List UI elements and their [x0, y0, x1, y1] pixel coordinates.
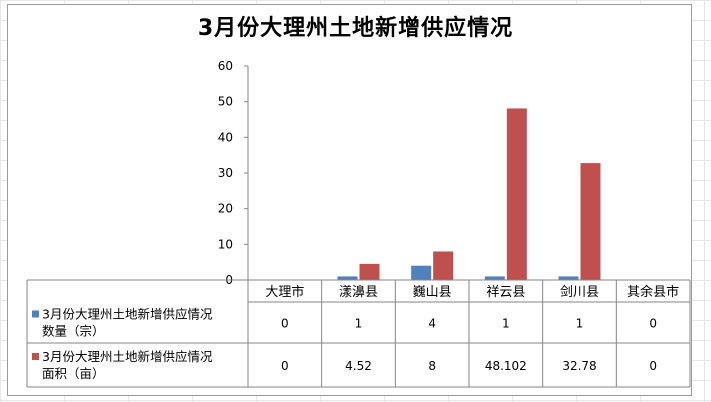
table-value: 32.78 — [562, 359, 596, 373]
legend-key — [32, 353, 39, 360]
y-tick-label: 50 — [218, 95, 233, 109]
table-value: 1 — [355, 317, 363, 331]
table-value: 0 — [281, 317, 289, 331]
category-label: 漾濞县 — [339, 285, 378, 300]
legend-label-line2: 数量（宗） — [42, 324, 105, 339]
chart-area[interactable] — [7, 4, 692, 396]
table-value: 0 — [281, 359, 289, 373]
chart-title: 3月份大理州土地新增供应情况 — [197, 16, 514, 41]
table-value: 0 — [649, 317, 657, 331]
bar-area — [433, 251, 454, 280]
category-label: 剑川县 — [560, 284, 599, 300]
table-value: 1 — [502, 317, 510, 331]
legend-key — [32, 310, 39, 318]
legend-label-line2: 面积（亩） — [42, 366, 105, 381]
table-value: 0 — [649, 359, 657, 373]
y-tick-label: 10 — [218, 237, 233, 251]
legend-label-line1: 3月份大理州土地新增供应情况 — [42, 349, 213, 364]
y-tick-label: 40 — [218, 130, 233, 144]
table-value: 48.102 — [485, 359, 527, 373]
legend-label-line1: 3月份大理州土地新增供应情况 — [42, 307, 213, 322]
bar-count — [411, 265, 432, 280]
category-label: 其余县市 — [627, 284, 679, 300]
table-value: 4 — [428, 317, 436, 331]
table-value: 8 — [428, 359, 436, 373]
table-value: 4.52 — [345, 359, 372, 373]
y-tick-label: 30 — [218, 166, 233, 180]
bar-count — [337, 276, 358, 280]
y-tick-label: 20 — [218, 202, 233, 216]
bar-area — [506, 108, 527, 280]
bar-area — [580, 163, 601, 280]
bar-count — [558, 276, 579, 280]
bar-area — [359, 263, 380, 280]
category-label: 巍山县 — [413, 285, 452, 300]
category-label: 祥云县 — [486, 285, 525, 300]
bar-count — [484, 276, 505, 280]
y-tick-label: 60 — [218, 59, 233, 73]
table-value: 1 — [576, 317, 584, 331]
category-label: 大理市 — [265, 284, 304, 300]
